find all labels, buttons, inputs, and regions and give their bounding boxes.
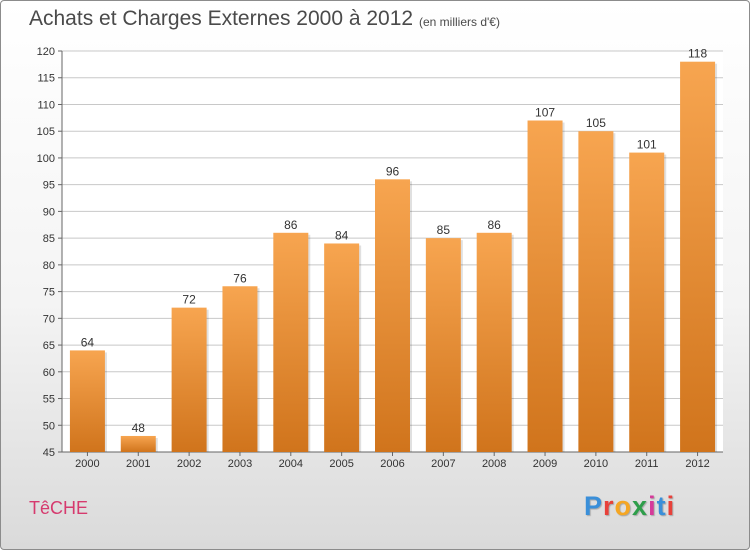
x-tick-label: 2000 (75, 458, 99, 470)
bar-value-label: 72 (182, 293, 196, 307)
bar (171, 307, 207, 452)
chart-subtitle: (en milliers d'€) (419, 15, 500, 29)
bar-value-label: 76 (233, 271, 247, 285)
x-tick-label: 2010 (584, 458, 608, 470)
x-tick-label: 2002 (177, 458, 201, 470)
brand-letter: o (614, 491, 633, 521)
y-tick-label: 90 (43, 206, 55, 218)
bar (425, 238, 461, 452)
x-tick-label: 2009 (533, 458, 557, 470)
y-tick-label: 120 (37, 46, 55, 58)
bar (273, 232, 309, 452)
y-tick-label: 85 (43, 233, 55, 245)
bar (324, 243, 360, 452)
brand-letter: P (584, 491, 604, 521)
bar-value-label: 105 (586, 116, 606, 130)
commune-name: TêCHE (29, 498, 89, 518)
bar-value-label: 84 (335, 228, 349, 242)
brand-letter: i (666, 491, 676, 521)
y-tick-label: 80 (43, 260, 55, 272)
bar (120, 435, 156, 452)
y-tick-label: 100 (37, 153, 55, 165)
bar (476, 232, 512, 452)
y-tick-label: 50 (43, 420, 55, 432)
x-tick-label: 2007 (431, 458, 455, 470)
bar-value-label: 101 (637, 138, 657, 152)
bar-value-label: 64 (81, 335, 95, 349)
x-tick-label: 2008 (482, 458, 506, 470)
y-tick-label: 55 (43, 394, 55, 406)
bar-value-label: 85 (437, 223, 451, 237)
y-tick-label: 45 (43, 447, 55, 459)
bar (222, 286, 258, 452)
x-tick-label: 2001 (126, 458, 150, 470)
y-tick-label: 70 (43, 313, 55, 325)
brand-letter: t (656, 491, 667, 521)
x-tick-label: 2004 (279, 458, 303, 470)
bar-value-label: 96 (386, 164, 400, 178)
bar-value-label: 86 (284, 218, 298, 232)
bar-value-label: 86 (488, 218, 502, 232)
brand-letter: i (648, 491, 657, 521)
x-tick-label: 2005 (329, 458, 353, 470)
proxiti-logo: Proxiti (584, 491, 675, 522)
bar (375, 179, 410, 452)
bar-value-label: 107 (535, 106, 555, 120)
y-tick-label: 75 (43, 287, 55, 299)
y-tick-label: 60 (43, 367, 55, 379)
y-tick-label: 115 (37, 73, 55, 85)
y-tick-label: 105 (37, 126, 55, 138)
brand-letter: x (632, 491, 649, 521)
bar (578, 131, 614, 452)
brand-letter: r (603, 491, 615, 521)
bar (629, 152, 665, 452)
bar-value-label: 48 (132, 421, 146, 435)
bar (680, 61, 716, 453)
x-tick-label: 2006 (380, 458, 404, 470)
x-tick-label: 2011 (635, 458, 659, 470)
x-tick-label: 2003 (228, 458, 252, 470)
bar-value-label: 118 (688, 47, 707, 61)
chart-title: Achats et Charges Externes 2000 à 2012 (29, 7, 414, 30)
y-tick-label: 110 (37, 99, 55, 111)
x-tick-label: 2012 (685, 458, 709, 470)
bar (527, 120, 563, 453)
y-tick-label: 65 (43, 340, 55, 352)
bar (69, 350, 105, 452)
y-tick-label: 95 (43, 180, 55, 192)
